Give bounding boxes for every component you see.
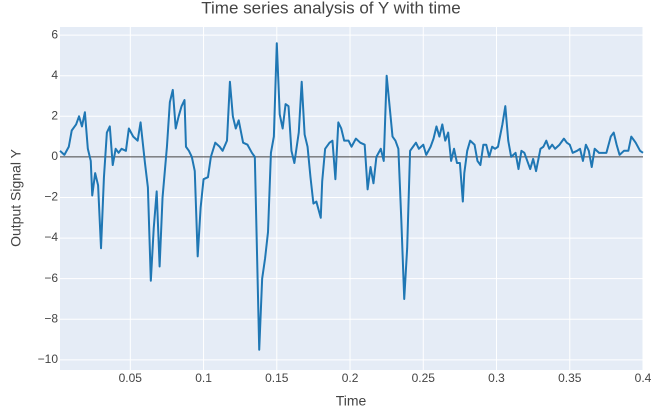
x-tick-label: 0.4 — [635, 371, 652, 385]
y-tick-label: −6 — [44, 271, 58, 285]
y-tick-label: −10 — [38, 352, 59, 366]
y-tick-label: −2 — [44, 190, 58, 204]
y-tick-label: −4 — [44, 230, 58, 244]
y-tick-label: 2 — [51, 108, 58, 122]
x-tick-label: 0.1 — [195, 371, 212, 385]
x-tick-label: 0.35 — [558, 371, 582, 385]
y-tick-label: 4 — [51, 68, 58, 82]
x-tick-label: 0.05 — [119, 371, 143, 385]
data-line — [59, 42, 644, 351]
x-tick-label: 0.2 — [342, 371, 359, 385]
y-axis-label: Output Signal Y — [8, 148, 24, 246]
x-tick-label: 0.25 — [412, 371, 436, 385]
y-tick-label: 0 — [51, 149, 58, 163]
x-tick-label: 0.3 — [488, 371, 505, 385]
x-axis-label: Time — [336, 393, 367, 409]
y-tick-label: −8 — [44, 311, 58, 325]
chart-title: Time series analysis of Y with time — [201, 0, 461, 17]
y-tick-label: 6 — [51, 27, 58, 41]
x-tick-label: 0.15 — [265, 371, 289, 385]
